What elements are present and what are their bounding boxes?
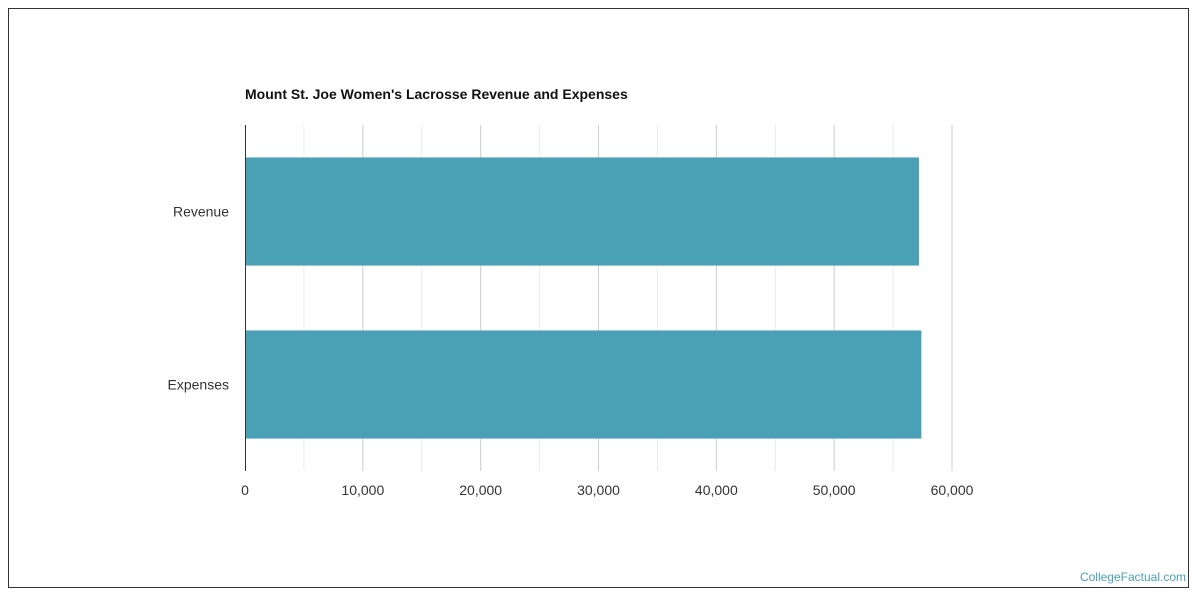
x-tick-label: 60,000 [931, 482, 974, 498]
bar-expenses [245, 330, 922, 439]
bar-revenue [245, 157, 920, 266]
category-label: Revenue [173, 204, 229, 220]
bars [245, 157, 922, 439]
labels: 0 10,000 20,000 30,000 40,000 50,000 60,000 Rev… [168, 204, 974, 499]
collegefactual-link[interactable]: CollegeFactual.com [1079, 570, 1186, 584]
x-tick-label: 0 [241, 482, 249, 498]
chart-title: Mount St. Joe Women's Lacrosse Revenue a… [245, 86, 628, 102]
x-tick-label: 10,000 [341, 482, 384, 498]
x-tick-label: 40,000 [695, 482, 738, 498]
category-label: Expenses [168, 377, 229, 393]
x-tick-label: 30,000 [577, 482, 620, 498]
x-tick-label: 50,000 [813, 482, 856, 498]
x-tick-label: 20,000 [459, 482, 502, 498]
